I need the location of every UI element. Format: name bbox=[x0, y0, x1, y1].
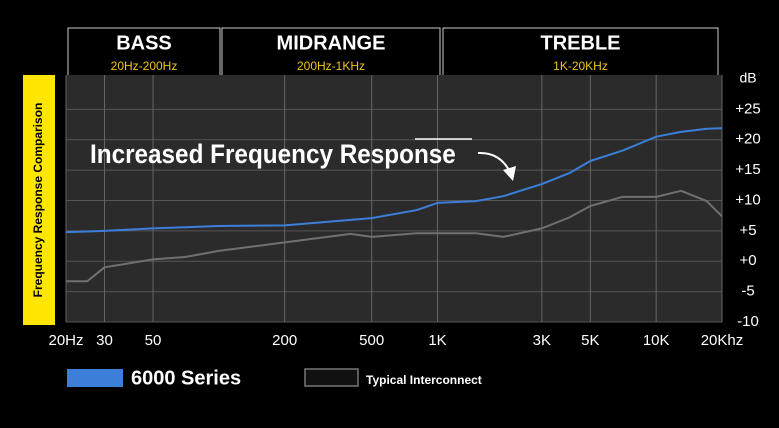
legend-label: Typical Interconnect bbox=[366, 373, 482, 387]
lines bbox=[65, 127, 723, 283]
y-tick-label: -10 bbox=[737, 313, 759, 330]
grid bbox=[65, 75, 723, 323]
plot-area bbox=[66, 75, 722, 322]
x-tick-label: 50 bbox=[145, 332, 162, 349]
section-name: TREBLE bbox=[541, 32, 621, 54]
y-tick-label: +15 bbox=[735, 161, 760, 178]
y-tick-label: +25 bbox=[735, 100, 760, 117]
x-tick-label: 10K bbox=[643, 332, 670, 349]
section-box bbox=[67, 27, 221, 75]
y-title-box bbox=[23, 75, 55, 325]
section-name: MIDRANGE bbox=[277, 32, 386, 54]
x-tick-label: 3K bbox=[533, 332, 551, 349]
legend-swatch bbox=[67, 369, 123, 387]
legend-swatch bbox=[304, 368, 359, 387]
y-unit: dB bbox=[739, 70, 756, 86]
y-axis-title: Frequency Response Comparison bbox=[31, 103, 45, 298]
section-range: 1K-20KHz bbox=[553, 59, 608, 73]
annotation: Increased Frequency Response bbox=[90, 140, 456, 169]
series-line bbox=[66, 189, 723, 283]
annotation-arrowhead bbox=[503, 166, 516, 181]
section-name: BASS bbox=[116, 32, 172, 54]
y-tick-label: +0 bbox=[739, 252, 756, 269]
legend-label: 6000 Series bbox=[131, 367, 241, 389]
section-box bbox=[442, 27, 719, 75]
x-tick-label: 30 bbox=[96, 332, 113, 349]
x-tick-label: 200 bbox=[272, 332, 297, 349]
x-tick-label: 5K bbox=[581, 332, 599, 349]
section-box bbox=[221, 27, 441, 75]
y-tick-label: +5 bbox=[739, 222, 756, 239]
series-line bbox=[65, 127, 723, 234]
x-tick-label: 500 bbox=[359, 332, 384, 349]
section-range: 200Hz-1KHz bbox=[297, 59, 365, 73]
x-tick-label: 1K bbox=[428, 332, 446, 349]
section-range: 20Hz-200Hz bbox=[111, 59, 178, 73]
x-tick-label: 20Hz bbox=[48, 332, 83, 349]
y-tick-label: +20 bbox=[735, 131, 760, 148]
y-tick-label: +10 bbox=[735, 191, 760, 208]
y-tick-label: -5 bbox=[741, 283, 754, 300]
x-tick-label: 20Khz bbox=[701, 332, 744, 349]
